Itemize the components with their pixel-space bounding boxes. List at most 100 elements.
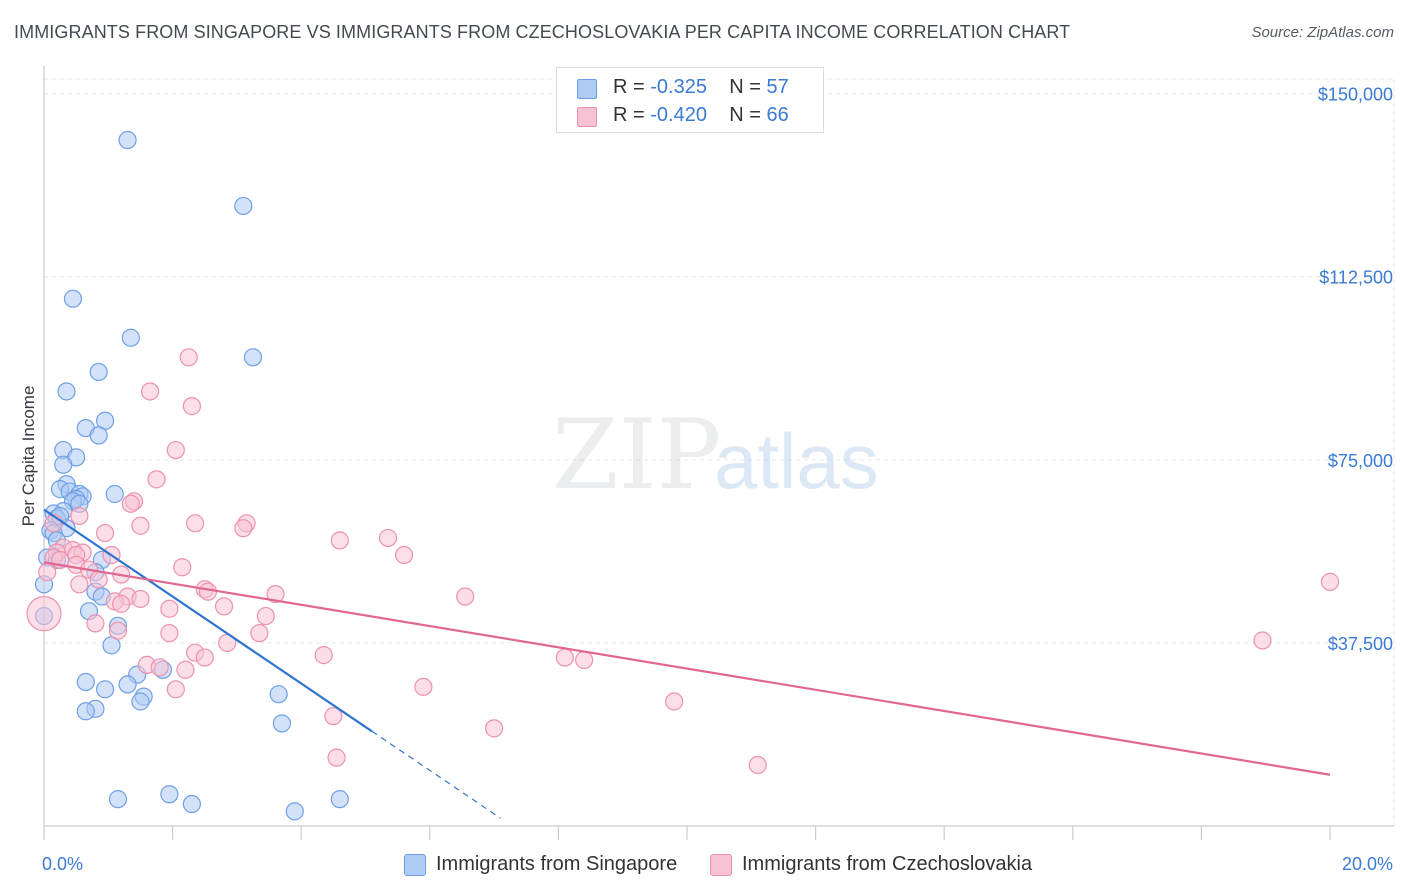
data-point-czech	[234, 519, 253, 538]
data-point-czech	[182, 397, 201, 416]
data-point-singapore	[89, 362, 108, 382]
data-point-czech	[147, 470, 166, 489]
data-point-singapore	[108, 790, 128, 809]
legend-n-label: N =	[729, 76, 767, 98]
data-point-singapore	[89, 426, 108, 445]
data-point-czech	[70, 575, 89, 594]
legend-r-value-czech: -0.420	[650, 104, 707, 126]
data-point-czech	[131, 589, 150, 609]
data-point-czech	[456, 587, 475, 606]
data-point-singapore	[121, 328, 140, 347]
data-point-czech	[26, 596, 62, 632]
data-point-czech	[112, 594, 131, 613]
y-tick-label: $75,000	[1328, 451, 1393, 471]
trend-line-singapore	[43, 508, 373, 733]
trend-lines	[43, 508, 1331, 819]
legend-r-label: R =	[613, 76, 651, 98]
axes	[43, 66, 1394, 840]
data-point-singapore	[76, 702, 95, 721]
legend-n-label: N =	[729, 104, 767, 126]
data-point-czech	[176, 660, 195, 679]
data-point-czech	[327, 748, 346, 767]
data-point-czech	[1320, 572, 1340, 591]
chart-title: IMMIGRANTS FROM SINGAPORE VS IMMIGRANTS …	[14, 22, 1071, 42]
data-point-czech	[195, 648, 214, 667]
data-point-czech	[575, 650, 594, 670]
data-point-czech	[166, 680, 185, 699]
y-axis-label: Per Capita Income	[19, 386, 38, 527]
data-point-czech	[256, 606, 275, 626]
data-point-singapore	[54, 455, 73, 474]
data-point-singapore	[95, 680, 115, 699]
data-point-czech	[250, 624, 269, 643]
x-tick-label: 20.0%	[1342, 854, 1393, 874]
data-point-czech	[150, 658, 169, 677]
data-point-czech	[414, 677, 433, 696]
legend-n-value-singapore: 57	[766, 76, 789, 98]
data-point-singapore	[105, 484, 124, 504]
bottom-legend-swatch-czech	[710, 854, 732, 876]
legend-row-czech: R = -0.420 N = 66	[557, 100, 823, 130]
data-point-singapore	[63, 289, 83, 308]
data-point-czech	[186, 514, 205, 533]
legend-swatch-czech	[577, 107, 597, 127]
data-point-singapore	[243, 348, 263, 367]
series-singapore-points	[34, 130, 349, 821]
data-point-czech	[324, 707, 343, 726]
data-point-czech	[89, 570, 108, 589]
data-point-czech	[394, 545, 414, 565]
bottom-legend-label-singapore: Immigrants from Singapore	[436, 853, 678, 875]
data-point-singapore	[285, 802, 304, 821]
data-point-czech	[330, 531, 349, 550]
data-point-czech	[86, 614, 105, 633]
data-point-singapore	[330, 790, 349, 809]
data-point-singapore	[76, 672, 95, 692]
watermark: ZIP atlas	[552, 399, 879, 511]
data-point-czech	[198, 582, 218, 601]
legend-swatch-singapore	[577, 79, 597, 99]
watermark-zip: ZIP	[552, 399, 721, 511]
data-point-singapore	[131, 692, 150, 711]
data-point-singapore	[118, 675, 137, 694]
x-tick-label: 0.0%	[42, 854, 83, 874]
y-tick-label: $150,000	[1318, 85, 1393, 105]
data-point-czech	[266, 584, 285, 604]
data-point-singapore	[234, 196, 253, 216]
watermark-atlas: atlas	[714, 417, 879, 505]
data-point-singapore	[269, 685, 288, 704]
data-point-czech	[665, 692, 684, 711]
data-point-czech	[214, 597, 234, 616]
tick-labels: $37,500 $75,000 $112,500 $150,000 0.0% 20.0%	[42, 85, 1393, 874]
data-point-czech	[555, 648, 574, 667]
data-point-singapore	[118, 130, 137, 150]
y-tick-label: $37,500	[1328, 634, 1393, 654]
data-point-czech	[108, 621, 128, 640]
data-point-czech	[38, 563, 57, 582]
legend-n-value-czech: 66	[766, 104, 789, 126]
data-point-singapore	[272, 714, 292, 733]
data-point-czech	[314, 646, 333, 665]
legend-row-singapore: R = -0.325 N = 57	[557, 72, 823, 102]
series-czech-points	[26, 348, 1340, 775]
data-point-czech	[160, 624, 179, 643]
data-point-czech	[378, 528, 398, 548]
data-point-czech	[173, 558, 192, 577]
trend-line-singapore-extension	[371, 730, 501, 819]
data-point-czech	[131, 516, 150, 535]
data-point-singapore	[57, 382, 76, 401]
legend-r-value-singapore: -0.325	[650, 76, 707, 98]
data-point-czech	[95, 523, 115, 543]
data-point-singapore	[182, 794, 201, 814]
y-tick-label: $112,500	[1319, 268, 1393, 288]
data-point-czech	[166, 440, 185, 460]
data-point-czech	[121, 494, 140, 513]
correlation-legend: R = -0.325 N = 57 R = -0.420 N = 66	[556, 67, 824, 133]
data-point-czech	[485, 719, 504, 738]
data-point-czech	[1253, 631, 1272, 650]
source-credit: Source: ZipAtlas.com	[1251, 24, 1394, 41]
bottom-legend-label-czech: Immigrants from Czechoslovakia	[742, 853, 1033, 875]
data-point-czech	[70, 506, 89, 526]
bottom-legend-swatch-singapore	[404, 854, 426, 876]
data-point-czech	[140, 382, 160, 401]
